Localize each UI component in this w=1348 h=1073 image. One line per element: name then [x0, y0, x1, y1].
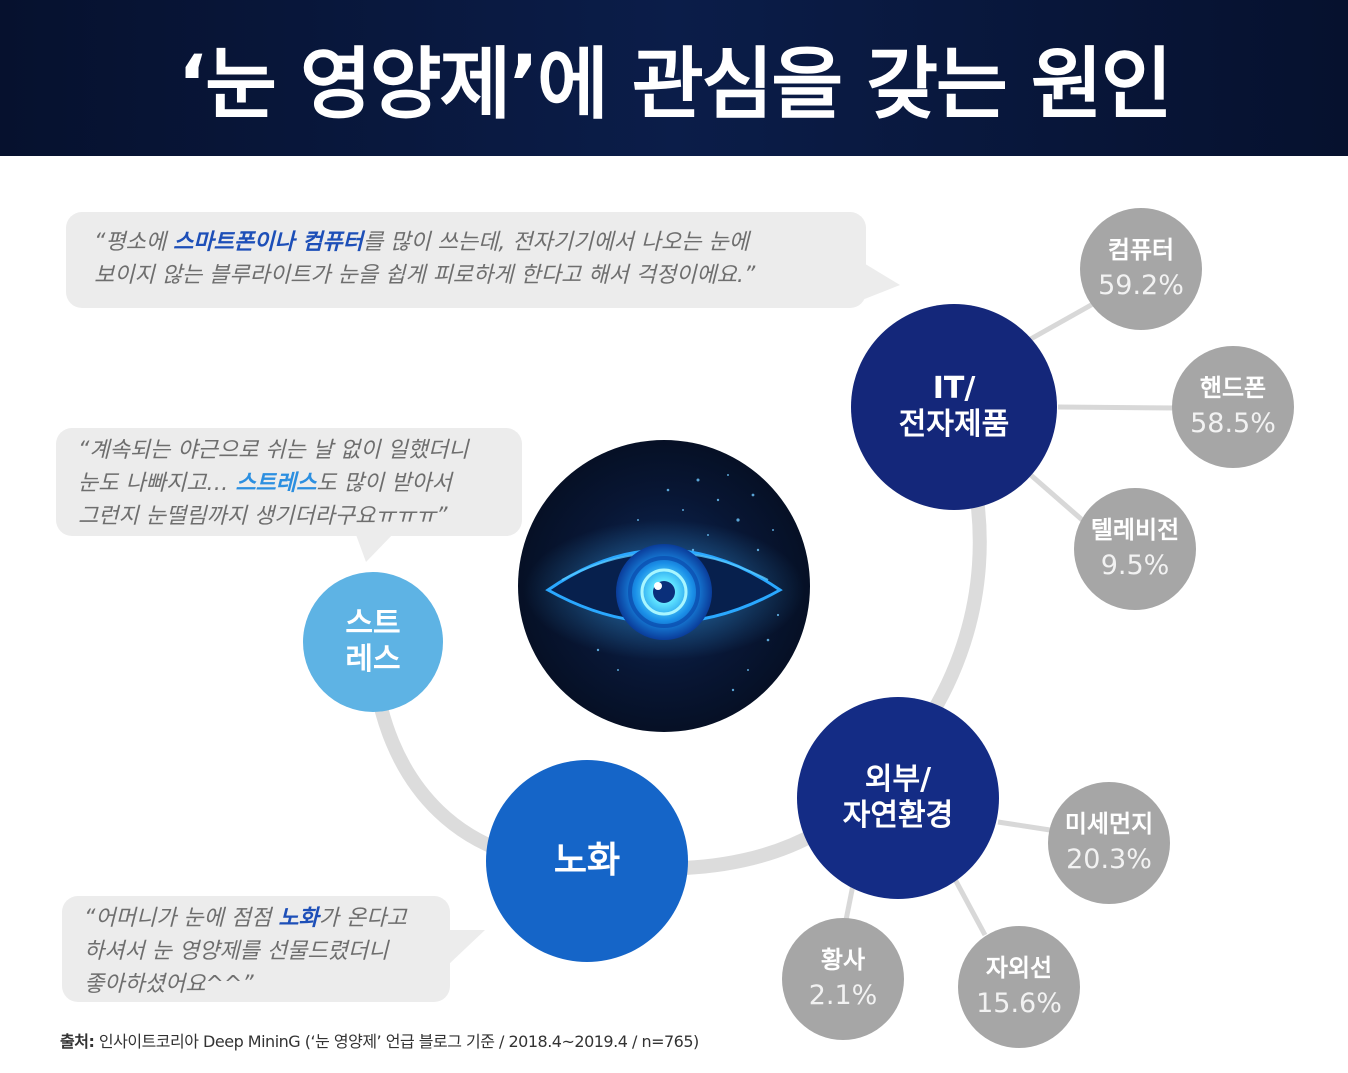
item-dust: 미세먼지 20.3% — [1048, 782, 1170, 904]
category-it-line1: IT/ — [932, 371, 976, 406]
item-phone-label: 핸드폰 — [1199, 374, 1267, 402]
bubble-tail-it — [862, 262, 900, 300]
quote-stress-text-4: 그런지 눈떨림까지 생기더라구요ㅠㅠㅠ” — [78, 504, 448, 529]
category-it: IT/ 전자제품 — [851, 304, 1057, 510]
quote-it-text-1: “평소에 — [94, 230, 174, 255]
item-computer: 컴퓨터 59.2% — [1080, 208, 1202, 330]
item-yellowdust: 황사 2.1% — [782, 918, 904, 1040]
eye-graphic — [524, 474, 804, 692]
category-aging-label: 노화 — [553, 840, 621, 881]
quote-aging-highlight: 노화 — [278, 906, 319, 931]
connector-phone — [1057, 404, 1179, 411]
quote-it-highlight: 스마트폰이나 컴퓨터 — [173, 230, 363, 255]
item-dust-value: 20.3% — [1066, 844, 1152, 875]
header-banner: ‘눈 영양제’에 관심을 갖는 원인 — [0, 0, 1348, 156]
item-uv-label: 자외선 — [985, 954, 1053, 982]
item-dust-label: 미세먼지 — [1064, 810, 1154, 838]
connector-uv — [947, 868, 988, 937]
category-env: 외부/ 자연환경 — [797, 697, 999, 899]
connector-dust — [997, 819, 1051, 833]
item-computer-value: 59.2% — [1098, 270, 1184, 301]
category-env-line1: 외부/ — [864, 762, 932, 797]
quote-aging-text-2: 가 온다고 — [318, 906, 407, 931]
item-yellowdust-label: 황사 — [820, 946, 866, 974]
quote-bubble-it: “평소에 스마트폰이나 컴퓨터를 많이 쓰는데, 전자기기에서 나오는 눈에 보… — [66, 212, 866, 308]
quote-it-text-2: 를 많이 쓰는데, 전자기기에서 나오는 눈에 — [362, 230, 749, 255]
quote-aging-text-1: “어머니가 눈에 점점 — [84, 906, 279, 931]
category-env-line2: 자연환경 — [842, 798, 954, 833]
category-aging: 노화 — [486, 760, 688, 962]
page-title: ‘눈 영양제’에 관심을 갖는 원인 — [177, 40, 1172, 130]
eye-icon — [518, 440, 810, 732]
quote-stress-text-1: “계속되는 야근으로 쉬는 날 없이 일했더니 — [78, 438, 469, 463]
connector-computer — [1018, 297, 1102, 348]
quote-bubble-stress: “계속되는 야근으로 쉬는 날 없이 일했더니 눈도 나빠지고… 스트레스도 많… — [56, 428, 522, 536]
bubble-tail-stress — [355, 532, 395, 562]
item-tv-label: 텔레비전 — [1090, 516, 1180, 544]
category-stress: 스트 레스 — [303, 572, 443, 712]
item-yellowdust-value: 2.1% — [808, 980, 878, 1011]
item-uv-value: 15.6% — [976, 988, 1062, 1019]
source-text: 인사이트코리아 Deep MininG (‘눈 영양제’ 언급 블로그 기준 /… — [94, 1032, 699, 1051]
item-tv: 텔레비전 9.5% — [1074, 488, 1196, 610]
connector-tv — [1023, 468, 1090, 527]
item-phone-value: 58.5% — [1190, 408, 1276, 439]
category-stress-line1: 스트 — [345, 606, 401, 641]
quote-stress-highlight: 스트레스 — [235, 471, 317, 496]
quote-stress-text-2: 눈도 나빠지고… — [78, 471, 236, 496]
category-stress-line2: 레스 — [345, 642, 401, 677]
item-computer-label: 컴퓨터 — [1107, 236, 1175, 264]
ring-arc — [365, 463, 987, 876]
source-label: 출처: — [60, 1032, 95, 1051]
category-it-line2: 전자제품 — [898, 407, 1010, 442]
item-tv-value: 9.5% — [1100, 550, 1170, 581]
quote-stress-text-3: 도 많이 받아서 — [316, 471, 452, 496]
quote-aging-text-4: 좋아하셨어요^^” — [84, 972, 254, 997]
item-uv: 자외선 15.6% — [958, 926, 1080, 1048]
item-phone: 핸드폰 58.5% — [1172, 346, 1294, 468]
quote-bubble-aging: “어머니가 눈에 점점 노화가 온다고 하셔서 눈 영양제를 선물드렸더니 좋아… — [62, 896, 450, 1002]
quote-aging-text-3: 하셔서 눈 영양제를 선물드렸더니 — [84, 939, 389, 964]
quote-it-text-3: 보이지 않는 블루라이트가 눈을 쉽게 피로하게 한다고 해서 걱정이에요.” — [94, 263, 756, 288]
source-note: 출처: 인사이트코리아 Deep MininG (‘눈 영양제’ 언급 블로그 … — [60, 1028, 699, 1052]
bubble-tail-aging — [445, 930, 485, 965]
